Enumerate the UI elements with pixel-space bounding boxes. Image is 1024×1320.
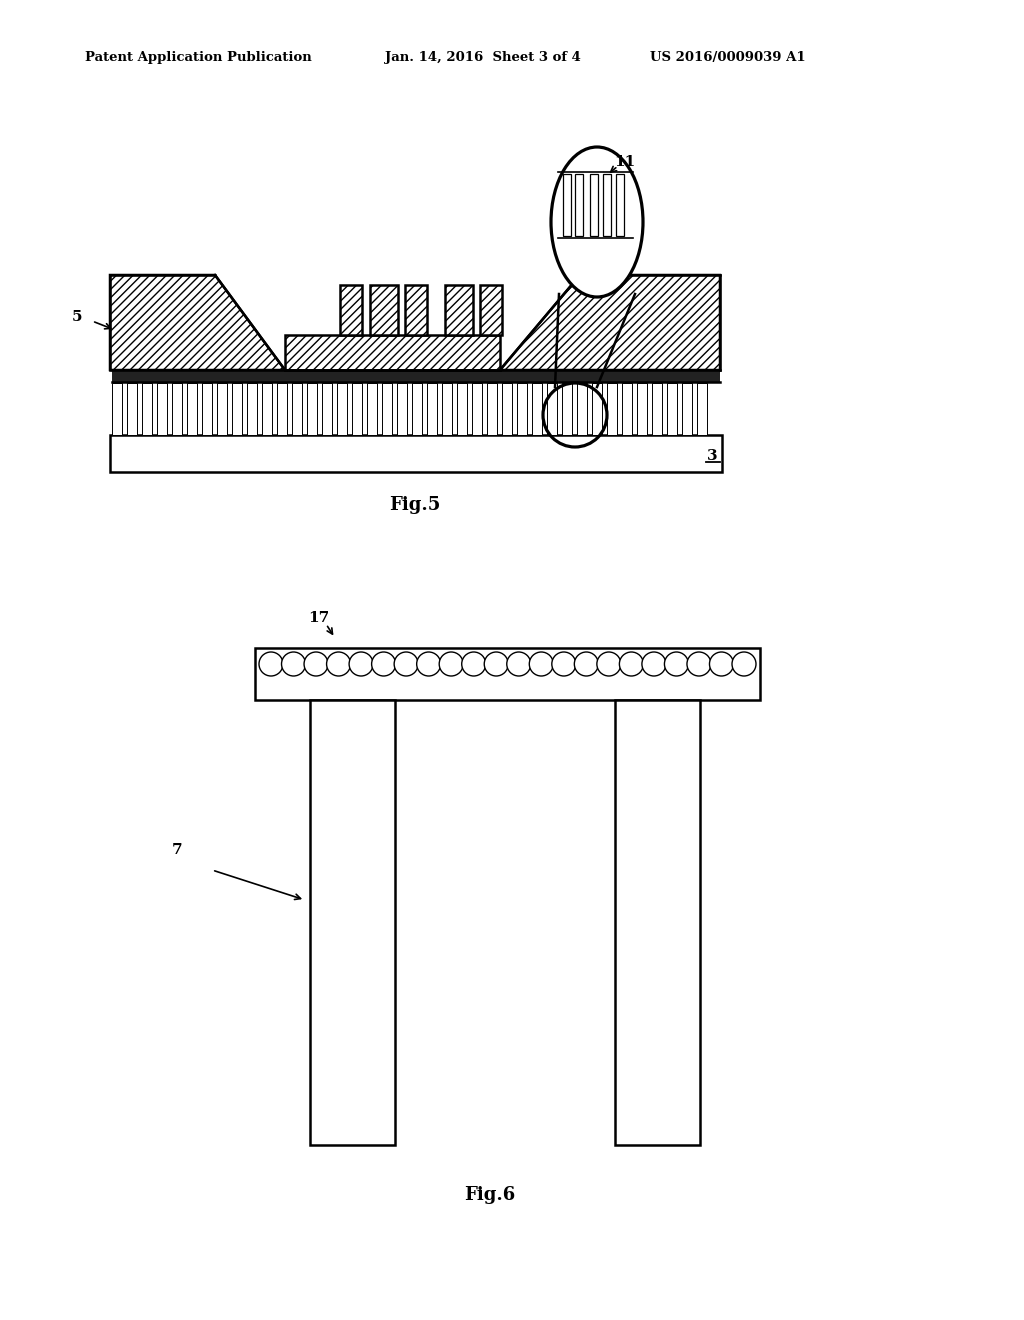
Bar [278, 383, 287, 436]
Bar [142, 383, 152, 436]
Bar [563, 174, 571, 236]
Bar [352, 383, 362, 436]
Circle shape [574, 652, 598, 676]
Bar [247, 383, 257, 436]
Text: Fig.5: Fig.5 [389, 496, 440, 513]
Bar [622, 383, 632, 436]
Bar [616, 174, 624, 236]
Bar [285, 335, 500, 370]
Bar [457, 383, 467, 436]
Bar [652, 383, 662, 436]
Bar [412, 383, 422, 436]
Circle shape [282, 652, 305, 676]
Bar [310, 700, 395, 1144]
Bar [187, 383, 197, 436]
Bar [112, 383, 122, 436]
Circle shape [665, 652, 688, 676]
Circle shape [394, 652, 418, 676]
Circle shape [372, 652, 395, 676]
Bar [367, 383, 377, 436]
Circle shape [529, 652, 553, 676]
Bar [406, 285, 427, 335]
Bar [487, 383, 497, 436]
Circle shape [327, 652, 350, 676]
Text: 7: 7 [172, 843, 182, 857]
Text: 5: 5 [72, 310, 83, 323]
Circle shape [259, 652, 283, 676]
Circle shape [304, 652, 328, 676]
Polygon shape [110, 275, 285, 370]
Bar [110, 436, 722, 473]
Circle shape [507, 652, 530, 676]
Bar [667, 383, 677, 436]
Bar [157, 383, 167, 436]
Bar [217, 383, 227, 436]
Polygon shape [500, 275, 720, 370]
Bar [292, 383, 302, 436]
Text: Jan. 14, 2016  Sheet 3 of 4: Jan. 14, 2016 Sheet 3 of 4 [385, 51, 581, 65]
Text: Fig.6: Fig.6 [464, 1185, 516, 1204]
Bar [532, 383, 542, 436]
Text: 11: 11 [614, 154, 635, 169]
Circle shape [597, 652, 621, 676]
Bar [340, 285, 362, 335]
Bar [562, 383, 572, 436]
Text: 17: 17 [308, 611, 330, 624]
Bar [637, 383, 647, 436]
Bar [397, 383, 407, 436]
Circle shape [462, 652, 485, 676]
Bar [202, 383, 212, 436]
Bar [697, 383, 707, 436]
Text: US 2016/0009039 A1: US 2016/0009039 A1 [650, 51, 806, 65]
Circle shape [484, 652, 508, 676]
Bar [615, 700, 700, 1144]
Bar [577, 383, 587, 436]
Circle shape [552, 652, 575, 676]
Circle shape [620, 652, 643, 676]
Bar [255, 648, 760, 700]
Bar [337, 383, 347, 436]
Bar [547, 383, 557, 436]
Bar [370, 285, 398, 335]
Bar [682, 383, 692, 436]
Bar [427, 383, 437, 436]
Bar [517, 383, 527, 436]
Circle shape [687, 652, 711, 676]
Circle shape [732, 652, 756, 676]
Bar [262, 383, 272, 436]
Bar [307, 383, 317, 436]
Circle shape [417, 652, 440, 676]
Text: 3: 3 [707, 449, 718, 463]
Bar [127, 383, 137, 436]
Bar [502, 383, 512, 436]
Bar [603, 174, 611, 236]
Bar [232, 383, 242, 436]
Text: Patent Application Publication: Patent Application Publication [85, 51, 311, 65]
Bar [322, 383, 332, 436]
Circle shape [439, 652, 463, 676]
Circle shape [710, 652, 733, 676]
Bar [112, 370, 720, 381]
Circle shape [349, 652, 373, 676]
Bar [575, 174, 583, 236]
Ellipse shape [551, 147, 643, 297]
Bar [592, 383, 602, 436]
Bar [172, 383, 182, 436]
Bar [472, 383, 482, 436]
Circle shape [642, 652, 666, 676]
Bar [590, 174, 598, 236]
Bar [607, 383, 617, 436]
Bar [480, 285, 502, 335]
Bar [445, 285, 473, 335]
Bar [382, 383, 392, 436]
Bar [442, 383, 452, 436]
